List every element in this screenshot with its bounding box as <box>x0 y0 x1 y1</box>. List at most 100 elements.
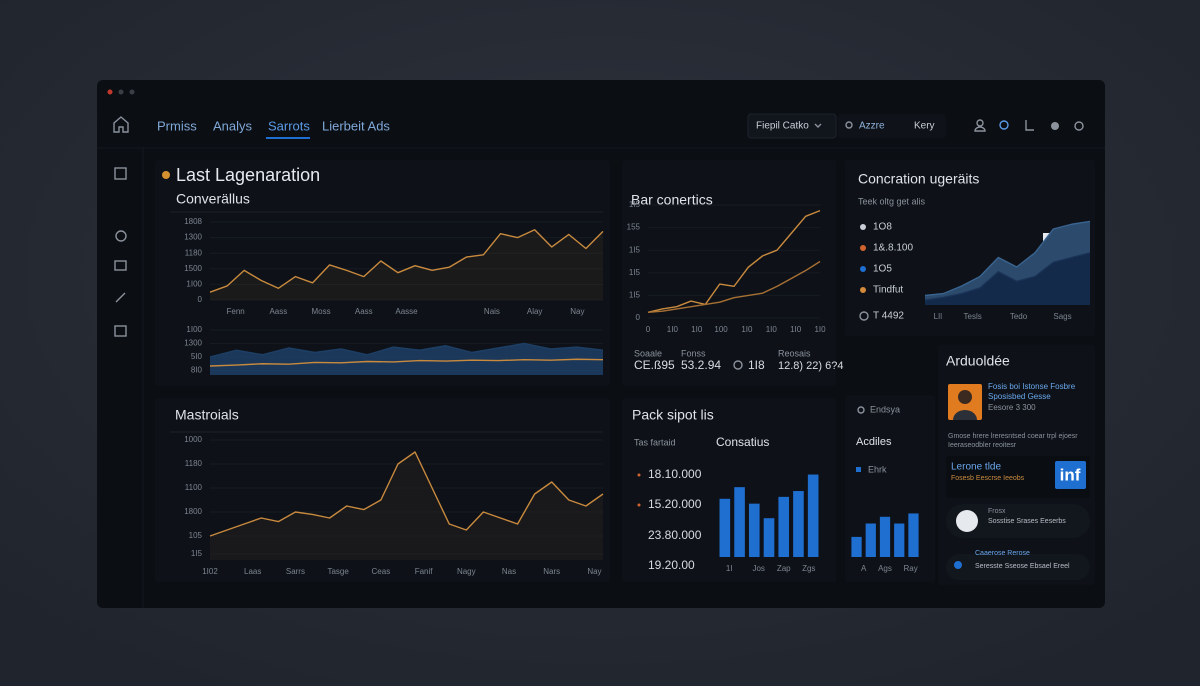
y-tick-label: 1180 <box>185 459 203 468</box>
bars-title: Consatius <box>716 435 769 449</box>
x-tick-label: Moss <box>312 307 331 316</box>
line <box>209 358 604 367</box>
panel-title: Acdiles <box>856 436 892 448</box>
x-tick-label: Fanif <box>415 567 434 576</box>
x-tick-label: Tedo <box>1010 312 1028 321</box>
nav-item[interactable]: Sarrots <box>268 118 310 133</box>
avatar-face <box>958 390 972 404</box>
add-icon[interactable] <box>859 311 869 321</box>
stat-value: 1I8 <box>748 358 765 372</box>
bar <box>865 523 876 557</box>
area <box>925 252 1090 305</box>
line <box>209 229 604 293</box>
pill-text: Seresste Sseose Ebsael Ereel <box>975 563 1070 570</box>
search-icon <box>845 121 853 129</box>
legend-swatch <box>860 224 866 230</box>
y-tick-label: 1I00 <box>186 325 202 334</box>
bar <box>851 536 862 557</box>
bar <box>793 491 804 557</box>
legend-swatch <box>860 287 866 293</box>
search-text[interactable]: Azzre <box>859 121 885 132</box>
bar <box>807 474 819 557</box>
pill[interactable] <box>946 504 1090 538</box>
stat-label: Soaale <box>634 348 662 358</box>
home-icon[interactable] <box>113 116 129 133</box>
stat-value: 12.8) 22) 6?4 <box>778 360 843 372</box>
y-tick-label: 155 <box>627 223 641 232</box>
stat-label: Reosais <box>778 348 811 358</box>
y-tick-label: 0 <box>198 295 203 304</box>
toolbar-icons[interactable] <box>974 119 1084 132</box>
x-tick-label: 1I <box>726 564 733 573</box>
x-tick-label: A <box>861 564 867 573</box>
stat-label: Fonss <box>681 348 706 358</box>
y-tick-label: 1300 <box>184 339 202 348</box>
bar <box>748 503 760 557</box>
x-tick-label: 1I0 <box>691 325 703 334</box>
y-tick-label: 1I5 <box>191 549 203 558</box>
x-tick-label: Zap <box>777 564 791 573</box>
line <box>924 220 1091 297</box>
title-icon <box>162 171 170 179</box>
bar <box>778 496 790 557</box>
legend-label: Ehrk <box>868 464 887 474</box>
x-tick-label: Sarrs <box>286 567 305 576</box>
panel-title: Mastroials <box>175 407 239 423</box>
dropdown[interactable] <box>747 113 837 139</box>
window-controls <box>107 89 135 95</box>
x-tick-label: Aasse <box>395 307 418 316</box>
desc-line: Ieeraseodbler reoitesr <box>948 442 1017 449</box>
x-tick-label: Nas <box>502 567 516 576</box>
y-tick-label: 1I5 <box>629 268 641 277</box>
y-tick-label: 1300 <box>184 233 202 242</box>
y-tick-label: 8I0 <box>191 366 203 375</box>
nav-item[interactable]: Prmiss <box>157 118 197 133</box>
x-tick-label: 1I0 <box>790 325 802 334</box>
x-tick-label: 1I0 <box>741 325 753 334</box>
panel-subtitle: Teek oltg get alis <box>858 196 926 206</box>
x-tick-label: 1I02 <box>202 567 218 576</box>
legend-label: 1&.8.100 <box>873 243 913 254</box>
stat-value: 53.2.94 <box>681 358 721 372</box>
x-tick-label: Nay <box>570 307 584 316</box>
legend-label: Tindfut <box>873 285 903 296</box>
x-tick-label: Laas <box>244 567 261 576</box>
area <box>210 343 603 375</box>
legend-swatch <box>860 245 866 251</box>
y-tick-label: 1500 <box>184 264 202 273</box>
x-tick-label: Jos <box>752 564 764 573</box>
x-tick-label: Tasge <box>327 567 349 576</box>
x-tick-label: 1I0 <box>667 325 679 334</box>
y-tick-label: 1800 <box>184 507 202 516</box>
y-tick-label: 1808 <box>184 217 202 226</box>
avatar-body <box>953 410 977 420</box>
search-box[interactable] <box>838 114 946 138</box>
x-tick-label: LIl <box>934 312 943 321</box>
key-text[interactable]: Kery <box>914 121 935 132</box>
y-tick-label: 1I00 <box>186 280 202 289</box>
line <box>647 209 821 314</box>
list-item: 15.20.000 <box>648 497 702 511</box>
line <box>209 342 604 358</box>
card[interactable] <box>946 456 1090 498</box>
sidebar-icons[interactable] <box>114 167 127 337</box>
x-tick-label: Ray <box>903 564 917 573</box>
pill-text: Sosstise Srases Eeserbs <box>988 518 1066 525</box>
pill[interactable] <box>946 554 1090 580</box>
y-tick-label: 1I5 <box>629 291 641 300</box>
nav-item[interactable]: Analys <box>213 118 253 133</box>
pill-icon <box>954 561 962 569</box>
y-tick-label: 1180 <box>185 248 203 257</box>
nav-item[interactable]: Lierbeit Ads <box>322 118 390 133</box>
legend-swatch <box>860 266 866 272</box>
x-tick-label: Alay <box>527 307 543 316</box>
dropdown-label[interactable]: Fiepil Catko <box>756 121 809 132</box>
x-tick-label: 1I0 <box>766 325 778 334</box>
x-tick-label: Nay <box>587 567 601 576</box>
panel-subtitle: Converällus <box>176 191 250 207</box>
x-tick-label: Nagy <box>457 567 476 576</box>
x-tick-label: 1I0 <box>814 325 826 334</box>
y-tick-label: 0 <box>636 313 641 322</box>
list-item: 18.10.000 <box>648 467 702 481</box>
